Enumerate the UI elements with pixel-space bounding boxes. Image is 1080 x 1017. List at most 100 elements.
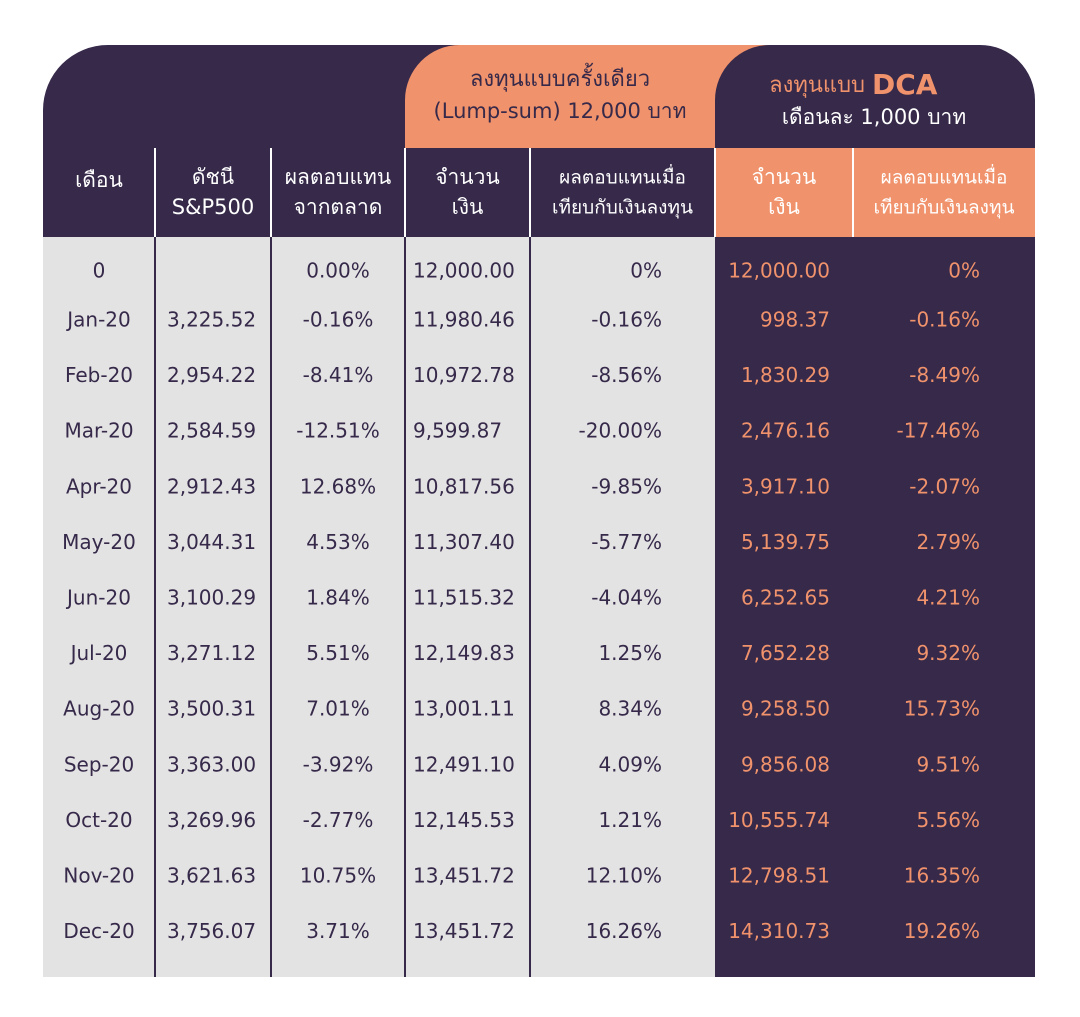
cell: 10,817.56 <box>413 474 515 498</box>
cell: 0.00% <box>306 259 370 283</box>
cell: 2,476.16 <box>741 419 830 443</box>
cell: Jul-20 <box>69 641 128 665</box>
column-header: เดือน <box>75 168 123 192</box>
cell: 9.32% <box>916 641 980 665</box>
cell: 5,139.75 <box>741 530 830 554</box>
cell: 3,225.52 <box>167 308 256 332</box>
grid-lines <box>154 148 854 977</box>
cell: 1.25% <box>598 641 662 665</box>
cell: -17.46% <box>897 419 980 443</box>
column-header: ผลตอบแทน <box>285 165 392 189</box>
cell: 3,271.12 <box>167 641 256 665</box>
cell: -3.92% <box>303 752 374 776</box>
cell: 2,954.22 <box>167 363 256 387</box>
cell: 10.75% <box>300 864 376 888</box>
group-title: DCA <box>872 68 938 101</box>
cell: -0.16% <box>909 308 980 332</box>
cell: Feb-20 <box>65 363 133 387</box>
cell: 6,252.65 <box>741 586 830 610</box>
cell: 4.21% <box>916 586 980 610</box>
cell: -8.56% <box>591 363 662 387</box>
cell: 9,599.87 <box>413 419 502 443</box>
cell: 998.37 <box>760 308 830 332</box>
cell: -8.49% <box>909 363 980 387</box>
cell: 3,269.96 <box>167 808 256 832</box>
column-header: ดัชนี <box>192 165 234 189</box>
cell: -2.07% <box>909 474 980 498</box>
cell: 12.10% <box>586 864 662 888</box>
cell: -8.41% <box>303 363 374 387</box>
cell: 3,500.31 <box>167 697 256 721</box>
cell: 3,621.63 <box>167 864 256 888</box>
cell: 13,451.72 <box>413 864 515 888</box>
column-header: เงิน <box>452 195 484 219</box>
cell: 15.73% <box>904 697 980 721</box>
column-header: ผลตอบแทนเมื่อ <box>881 164 1008 189</box>
cell: 0 <box>93 259 106 283</box>
cell: 0% <box>948 259 980 283</box>
cell: 11,307.40 <box>413 530 515 554</box>
column-header: จากตลาด <box>294 195 383 219</box>
cell: Jun-20 <box>65 586 131 610</box>
cell: 12,145.53 <box>413 808 515 832</box>
cell: -4.04% <box>591 586 662 610</box>
group-title: (Lump-sum) 12,000 บาท <box>434 99 687 123</box>
cell: 1.21% <box>598 808 662 832</box>
cell: 10,555.74 <box>728 808 830 832</box>
cell: 3,100.29 <box>167 586 256 610</box>
cell: -2.77% <box>303 808 374 832</box>
cell: 3.71% <box>306 919 370 943</box>
column-header-bg <box>43 148 715 237</box>
group-title: ลงทุนแบบครั้งเดียว <box>470 63 650 92</box>
cell: Jan-20 <box>65 308 131 332</box>
cell: 8.34% <box>598 697 662 721</box>
lump-sum-band <box>405 45 780 148</box>
cell: 4.53% <box>306 530 370 554</box>
cell: 3,044.31 <box>167 530 256 554</box>
column-header: S&P500 <box>172 195 254 219</box>
cell: 12,149.83 <box>413 641 515 665</box>
cell: -5.77% <box>591 530 662 554</box>
cell: 4.09% <box>598 752 662 776</box>
cell: 12,000.00 <box>413 259 515 283</box>
cell: Mar-20 <box>64 419 133 443</box>
cell: 9.51% <box>916 752 980 776</box>
cell: 5.51% <box>306 641 370 665</box>
cell: 3,363.00 <box>167 752 256 776</box>
cell: 10,972.78 <box>413 363 515 387</box>
cell: 1,830.29 <box>741 363 830 387</box>
cell: 12,491.10 <box>413 752 515 776</box>
cell: Sep-20 <box>64 752 134 776</box>
cell: Oct-20 <box>65 808 132 832</box>
cell: -20.00% <box>579 419 662 443</box>
cell: 11,515.32 <box>413 586 515 610</box>
cell: 13,001.11 <box>413 697 515 721</box>
cell: 11,980.46 <box>413 308 515 332</box>
cell: Aug-20 <box>63 697 135 721</box>
cell: 7,652.28 <box>741 641 830 665</box>
cell: 1.84% <box>306 586 370 610</box>
cell: -12.51% <box>296 419 379 443</box>
cell: 3,917.10 <box>741 474 830 498</box>
column-header: จำนวน <box>435 165 500 189</box>
cell: May-20 <box>62 530 136 554</box>
cell: 13,451.72 <box>413 919 515 943</box>
column-header: ผลตอบแทนเมื่อ <box>559 164 686 189</box>
cell: 12.68% <box>300 474 376 498</box>
cell: -9.85% <box>591 474 662 498</box>
column-header: เงิน <box>768 195 800 219</box>
cell: 5.56% <box>916 808 980 832</box>
column-header: เทียบกับเงินลงทุน <box>552 197 693 220</box>
group-title: ลงทุนแบบ <box>769 73 865 98</box>
cell: 2,912.43 <box>167 474 256 498</box>
column-header: จำนวน <box>752 165 817 189</box>
cell: Dec-20 <box>63 919 134 943</box>
dca-column-header-bg <box>715 148 1035 237</box>
cell: 12,798.51 <box>728 864 830 888</box>
cell: 0% <box>630 259 662 283</box>
cell: 9,856.08 <box>741 752 830 776</box>
cell: 9,258.50 <box>741 697 830 721</box>
dca-body-bg <box>715 237 1035 977</box>
cell: -0.16% <box>303 308 374 332</box>
